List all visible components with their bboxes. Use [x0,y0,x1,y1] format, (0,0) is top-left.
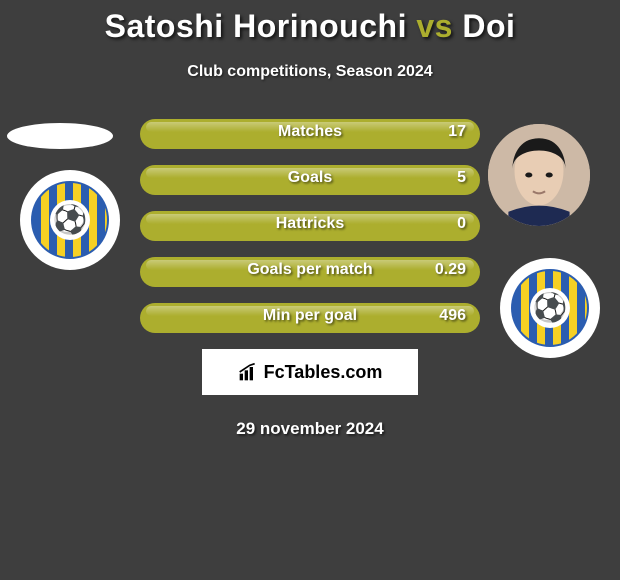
date-label: 29 november 2024 [0,419,620,439]
stats-table: Matches 17 Goals 5 Hattricks 0 Goals per… [140,119,480,333]
page-title: Satoshi Horinouchi vs Doi [0,0,620,45]
bar-chart-icon [238,362,258,382]
stat-label: Matches [140,123,480,141]
stat-value-right: 496 [439,307,466,325]
title-part3: Doi [453,8,515,44]
club-badge-left-inner [31,181,109,259]
stat-label: Goals [140,169,480,187]
club-badge-right-inner [511,269,589,347]
stat-row-min-per-goal: Min per goal 496 [140,303,480,333]
club-badge-left [20,170,120,270]
stat-row-matches: Matches 17 [140,119,480,149]
face-icon [488,124,590,226]
stat-row-goals: Goals 5 [140,165,480,195]
stat-value-right: 0.29 [435,261,466,279]
player-left-placeholder [7,123,113,149]
stat-label: Min per goal [140,307,480,325]
stat-label: Goals per match [140,261,480,279]
brand-text: FcTables.com [264,362,383,383]
stat-value-right: 5 [457,169,466,187]
brand-box: FcTables.com [202,349,418,395]
stat-row-hattricks: Hattricks 0 [140,211,480,241]
stat-value-right: 0 [457,215,466,233]
subtitle: Club competitions, Season 2024 [0,63,620,81]
title-vs: vs [416,8,453,44]
stat-label: Hattricks [140,215,480,233]
player-right-photo [488,124,590,226]
stat-row-goals-per-match: Goals per match 0.29 [140,257,480,287]
club-badge-right [500,258,600,358]
stat-value-right: 17 [448,123,466,141]
title-part1: Satoshi Horinouchi [105,8,417,44]
